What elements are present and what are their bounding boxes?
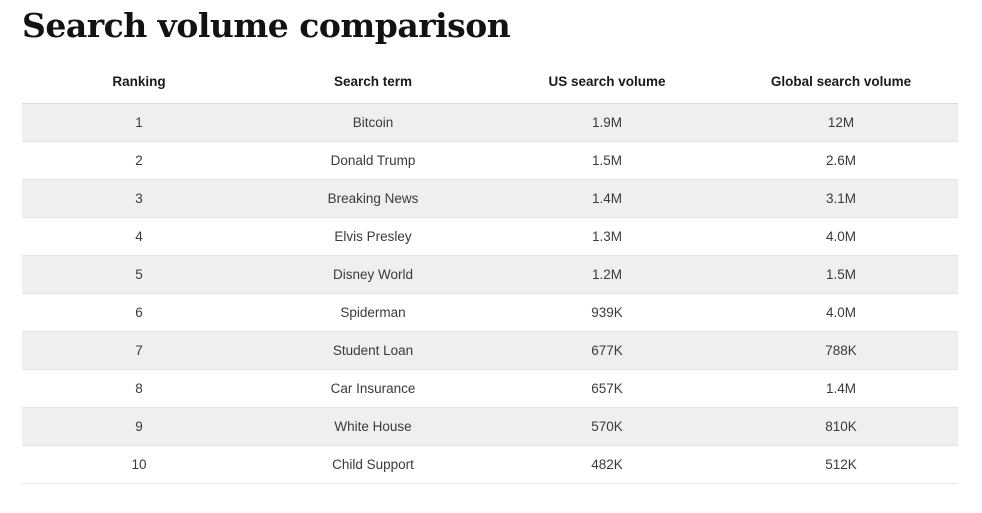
- table-row: 6 Spiderman 939K 4.0M: [22, 293, 958, 332]
- table-body: 1 Bitcoin 1.9M 12M 2 Donald Trump 1.5M 2…: [22, 103, 958, 484]
- cell-search-term: Child Support: [256, 445, 490, 484]
- cell-global-search-volume: 788K: [724, 331, 958, 370]
- search-volume-table: Ranking Search term US search volume Glo…: [22, 56, 958, 484]
- table-row: 5 Disney World 1.2M 1.5M: [22, 255, 958, 294]
- cell-us-search-volume: 1.4M: [490, 179, 724, 218]
- cell-us-search-volume: 1.3M: [490, 217, 724, 256]
- page-title: Search volume comparison: [22, 6, 511, 45]
- cell-us-search-volume: 1.5M: [490, 141, 724, 180]
- cell-global-search-volume: 1.4M: [724, 369, 958, 408]
- cell-ranking: 9: [22, 407, 256, 446]
- column-header-search-term: Search term: [256, 56, 490, 104]
- cell-search-term: Disney World: [256, 255, 490, 294]
- table-row: 9 White House 570K 810K: [22, 407, 958, 446]
- cell-us-search-volume: 677K: [490, 331, 724, 370]
- cell-ranking: 1: [22, 103, 256, 142]
- table-row: 1 Bitcoin 1.9M 12M: [22, 103, 958, 142]
- cell-search-term: White House: [256, 407, 490, 446]
- table-row: 7 Student Loan 677K 788K: [22, 331, 958, 370]
- cell-global-search-volume: 3.1M: [724, 179, 958, 218]
- cell-us-search-volume: 482K: [490, 445, 724, 484]
- cell-us-search-volume: 1.9M: [490, 103, 724, 142]
- column-header-global-search-volume: Global search volume: [724, 56, 958, 104]
- cell-global-search-volume: 810K: [724, 407, 958, 446]
- table-row: 10 Child Support 482K 512K: [22, 445, 958, 484]
- column-header-ranking: Ranking: [22, 56, 256, 104]
- cell-global-search-volume: 12M: [724, 103, 958, 142]
- cell-us-search-volume: 939K: [490, 293, 724, 332]
- cell-global-search-volume: 1.5M: [724, 255, 958, 294]
- cell-ranking: 10: [22, 445, 256, 484]
- table-header: Ranking Search term US search volume Glo…: [22, 56, 958, 104]
- cell-search-term: Car Insurance: [256, 369, 490, 408]
- cell-ranking: 3: [22, 179, 256, 218]
- cell-us-search-volume: 570K: [490, 407, 724, 446]
- cell-us-search-volume: 657K: [490, 369, 724, 408]
- cell-ranking: 6: [22, 293, 256, 332]
- table-row: 3 Breaking News 1.4M 3.1M: [22, 179, 958, 218]
- table-header-row: Ranking Search term US search volume Glo…: [22, 56, 958, 104]
- cell-us-search-volume: 1.2M: [490, 255, 724, 294]
- cell-search-term: Breaking News: [256, 179, 490, 218]
- cell-search-term: Elvis Presley: [256, 217, 490, 256]
- cell-ranking: 5: [22, 255, 256, 294]
- cell-ranking: 8: [22, 369, 256, 408]
- cell-search-term: Student Loan: [256, 331, 490, 370]
- cell-global-search-volume: 2.6M: [724, 141, 958, 180]
- cell-ranking: 4: [22, 217, 256, 256]
- cell-ranking: 7: [22, 331, 256, 370]
- cell-search-term: Spiderman: [256, 293, 490, 332]
- table-row: 4 Elvis Presley 1.3M 4.0M: [22, 217, 958, 256]
- cell-global-search-volume: 4.0M: [724, 217, 958, 256]
- column-header-us-search-volume: US search volume: [490, 56, 724, 104]
- cell-search-term: Donald Trump: [256, 141, 490, 180]
- table-row: 8 Car Insurance 657K 1.4M: [22, 369, 958, 408]
- cell-search-term: Bitcoin: [256, 103, 490, 142]
- cell-global-search-volume: 512K: [724, 445, 958, 484]
- cell-ranking: 2: [22, 141, 256, 180]
- table-row: 2 Donald Trump 1.5M 2.6M: [22, 141, 958, 180]
- cell-global-search-volume: 4.0M: [724, 293, 958, 332]
